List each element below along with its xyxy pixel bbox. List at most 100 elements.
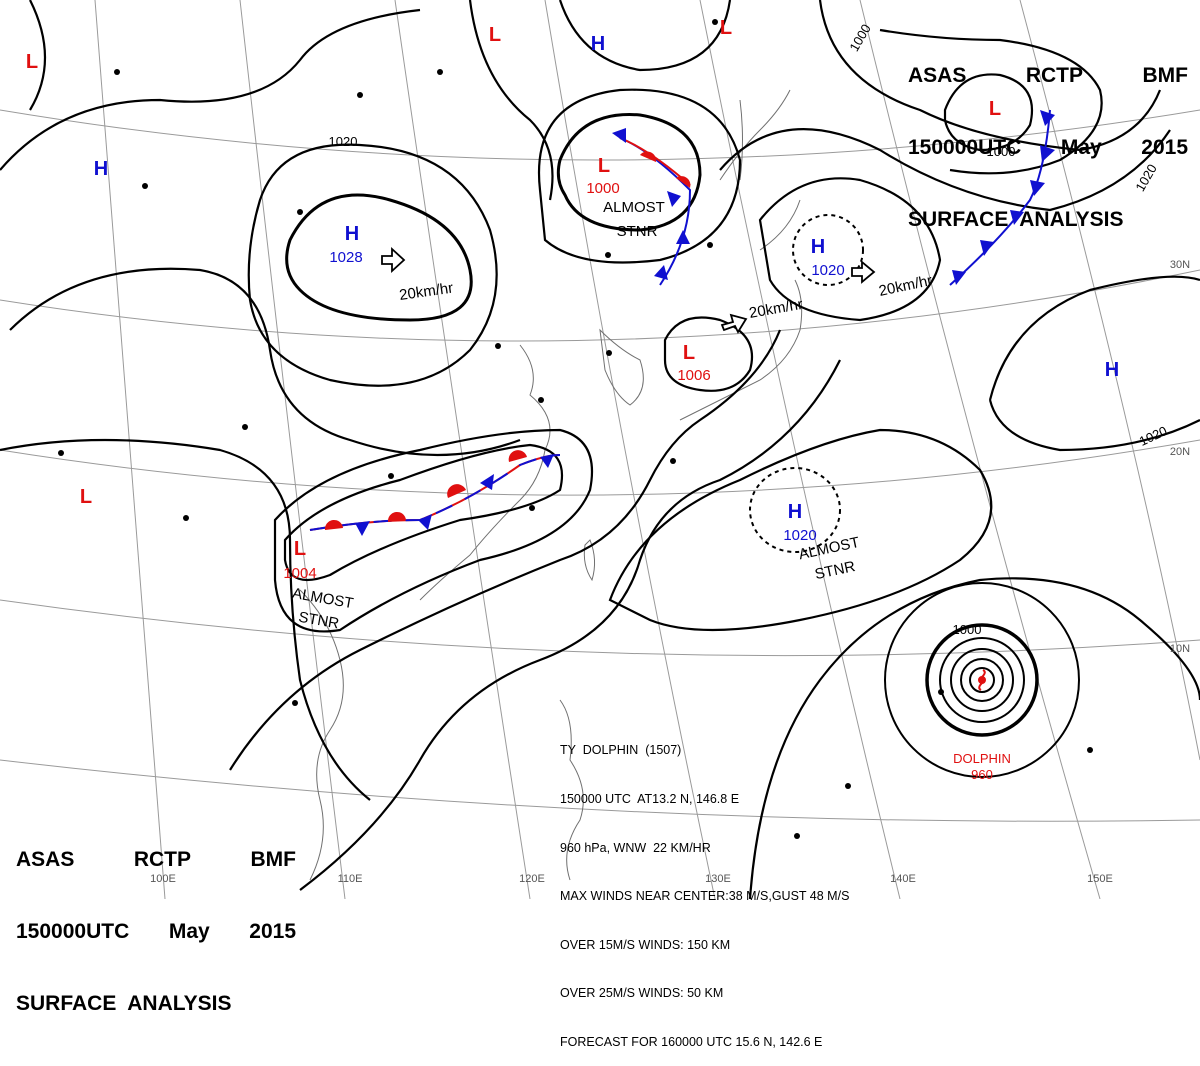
coast-indochina	[299, 589, 344, 881]
isobar-label: 1020	[1137, 423, 1170, 449]
isobar-low-north-outer	[537, 88, 742, 264]
cold-front-triangle	[1030, 180, 1045, 196]
station-icon	[606, 350, 612, 356]
station-icon	[605, 252, 611, 258]
lon-label: 100E	[150, 873, 176, 885]
header-top: ASAS RCTP BMF 150000UTC May 2015 SURFACE…	[908, 16, 1188, 256]
typhoon-info: TY DOLPHIN (1507) 150000 UTC AT13.2 N, 1…	[560, 710, 849, 1066]
isobar-east-1020	[988, 275, 1200, 401]
meridian-160e	[1019, 0, 1200, 761]
station-icon	[437, 69, 443, 75]
isobar-label: 1000	[987, 144, 1016, 159]
cold-front-triangle	[952, 270, 966, 285]
graticule	[0, 0, 1200, 899]
station-icon	[292, 700, 298, 706]
isobar-label: 1020	[329, 134, 358, 149]
station-icon	[297, 209, 303, 215]
lat-label: 20N	[1170, 446, 1190, 458]
high-center: H	[788, 501, 802, 523]
typhoon-arm	[978, 682, 983, 691]
isobar-low-1006	[663, 316, 754, 392]
isobars	[0, 0, 1200, 899]
motion-speed-label: 20km/hr	[877, 272, 934, 300]
meridian-130e	[544, 0, 716, 899]
isobar-front-band-outer	[273, 428, 594, 633]
high-center: H	[94, 158, 108, 180]
parallel-20n	[0, 439, 1200, 496]
lon-label: 150E	[1087, 873, 1113, 885]
isobar-1028-ring	[285, 193, 473, 322]
low-center: L	[598, 155, 610, 177]
station-icon	[938, 689, 944, 695]
isobar-long-south	[299, 359, 841, 891]
pressure-value: 1000	[586, 180, 619, 197]
station-icon	[1087, 747, 1093, 753]
header-time: 150000UTC	[908, 136, 1022, 159]
isobar-dashed-high-1020-south	[749, 467, 841, 553]
station-icon	[794, 833, 800, 839]
typhoon-ring	[925, 623, 1039, 737]
station-icon	[183, 515, 189, 521]
motion-labels: 20km/hr 20km/hr 20km/hr	[398, 272, 934, 322]
coast-philippines	[559, 699, 584, 881]
isobar-center-north	[468, 0, 554, 201]
header-month: May	[1060, 136, 1102, 159]
warm-front-semicircle	[640, 151, 657, 162]
warm-front-semicircle	[676, 176, 691, 188]
typhoon-info-line: 150000 UTC AT13.2 N, 146.8 E	[560, 792, 740, 807]
header-bottom: ASAS RCTP BMF 150000UTC May 2015 SURFACE…	[16, 800, 296, 1040]
typhoon-ring	[969, 667, 995, 693]
station-icon	[707, 242, 713, 248]
isobar-ne-arc-2	[818, 0, 1162, 152]
cold-front-triangle	[1010, 210, 1024, 225]
coast-taiwan	[583, 539, 596, 582]
lon-label: 130E	[705, 873, 731, 885]
isobar-low-ne-1000	[943, 73, 1034, 152]
stationary-label: STNR	[297, 609, 340, 633]
station-icon	[58, 450, 64, 456]
typhoon-info-line: FORECAST FOR 160000 UTC 15.6 N, 142.6 E	[560, 1035, 823, 1050]
high-center: H	[591, 33, 605, 55]
motion-arrow-icon	[851, 260, 876, 284]
low-center: L	[80, 486, 92, 508]
parallel-0n	[0, 759, 1200, 822]
lat-label: 30N	[1170, 259, 1190, 271]
typhoon-info-line: TY DOLPHIN (1507)	[560, 743, 682, 758]
isobar-long-sw	[229, 329, 782, 771]
typhoon-ring	[950, 648, 1014, 712]
station-icon	[845, 783, 851, 789]
cold-front-triangle	[418, 514, 432, 530]
coastlines	[299, 89, 803, 881]
motion-speed-label: 20km/hr	[398, 280, 454, 304]
typhoon-ring	[939, 637, 1025, 723]
pressure-value: 1006	[677, 367, 710, 384]
isobar-nw-top	[0, 8, 421, 171]
axis-labels: 100E 110E 120E 130E 140E 150E 30N 20N 10…	[150, 259, 1190, 885]
isobar-east-1020-b	[988, 399, 1200, 452]
header-time: 150000UTC	[16, 920, 130, 943]
isobar-front-band-inner	[283, 443, 564, 582]
coast-china-east	[419, 344, 551, 601]
high-center: H	[345, 223, 359, 245]
station-icon	[538, 397, 544, 403]
pressure-value: 1028	[329, 249, 362, 266]
pressure-value: 1020	[783, 527, 816, 544]
high-center: H	[811, 236, 825, 258]
parallel-10n	[0, 599, 1200, 657]
typhoon-label: DOLPHIN 960	[953, 751, 1011, 782]
cold-front-triangle	[480, 474, 494, 490]
stationary-label: STNR	[617, 223, 658, 240]
station-icon	[712, 19, 718, 25]
cold-front-triangle	[980, 240, 994, 256]
station-icon	[114, 69, 120, 75]
lon-label: 140E	[890, 873, 916, 885]
isobar-high-1020-east	[758, 177, 942, 322]
isobar-nw-2	[29, 0, 46, 111]
low-center: L	[989, 98, 1001, 120]
header-year: 2015	[1141, 136, 1188, 159]
front-symbols	[324, 110, 1055, 536]
lon-label: 110E	[338, 873, 363, 885]
header-agency: ASAS	[16, 848, 75, 871]
header-station: RCTP	[133, 848, 192, 871]
low-center: L	[489, 24, 501, 46]
